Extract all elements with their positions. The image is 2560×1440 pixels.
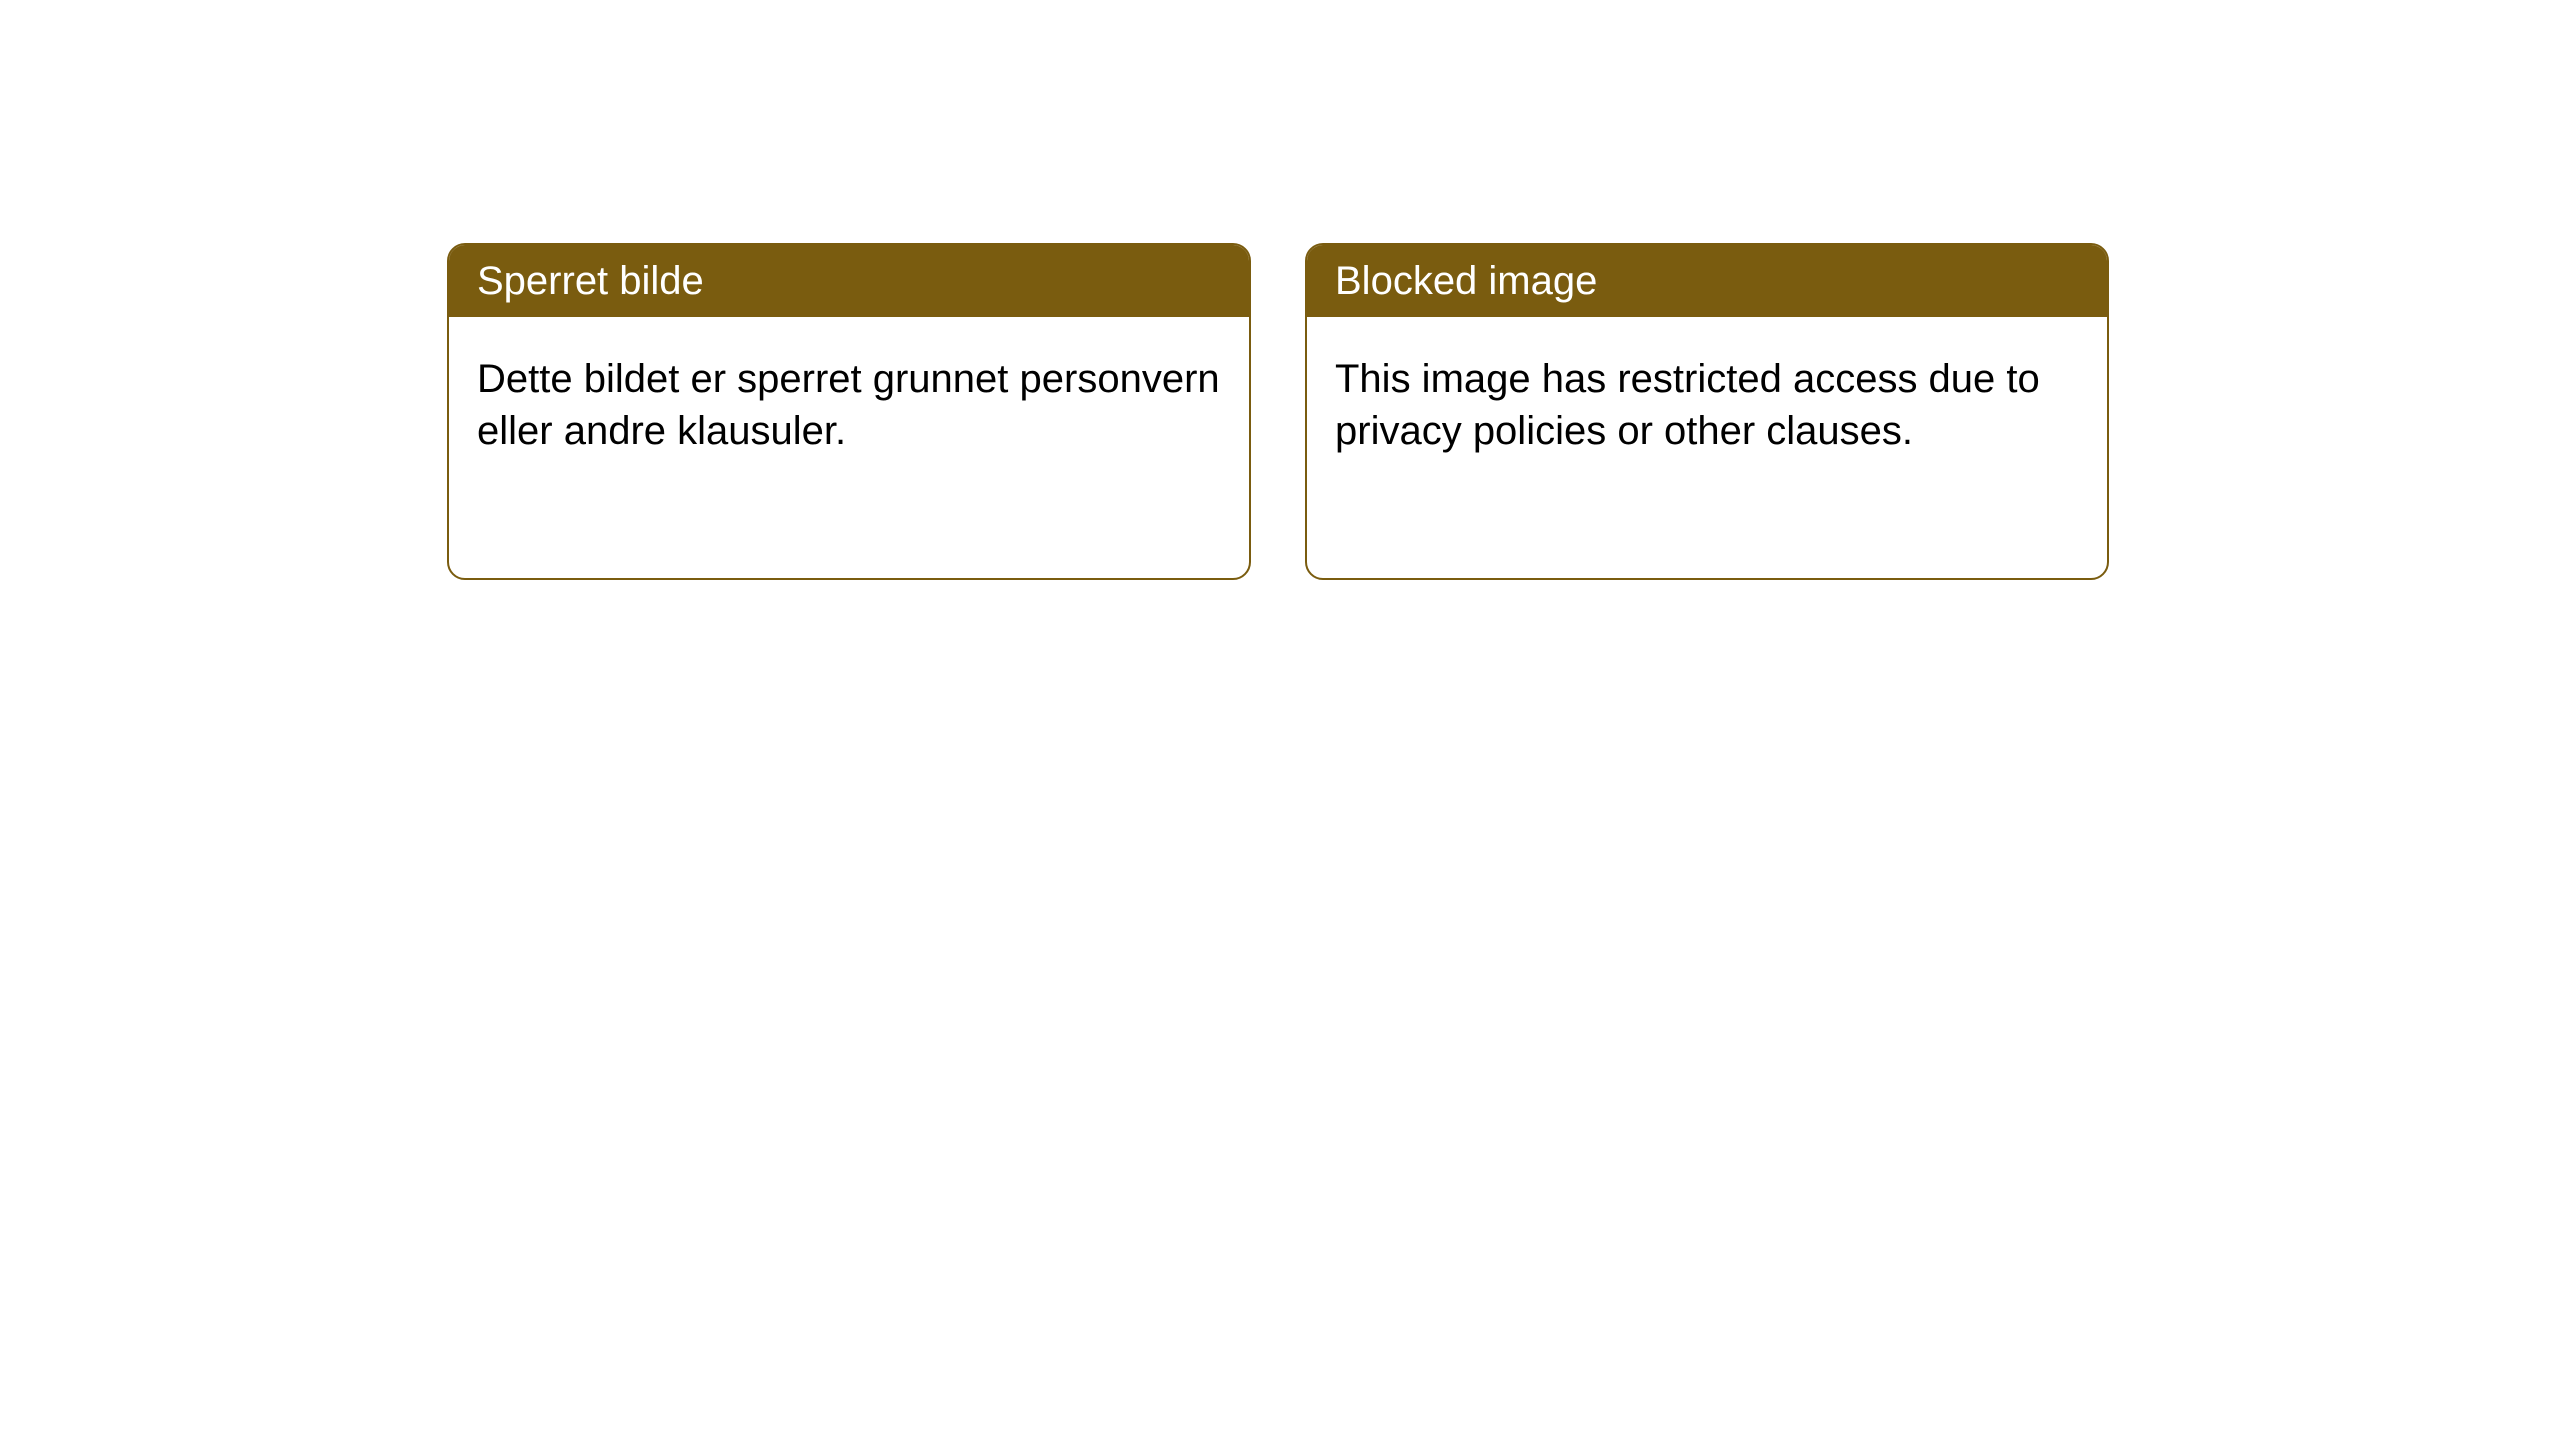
card-body-norwegian: Dette bildet er sperret grunnet personve… — [449, 317, 1249, 493]
card-title-norwegian: Sperret bilde — [449, 245, 1249, 317]
notice-cards-container: Sperret bilde Dette bildet er sperret gr… — [447, 243, 2109, 580]
notice-card-english: Blocked image This image has restricted … — [1305, 243, 2109, 580]
card-body-english: This image has restricted access due to … — [1307, 317, 2107, 493]
notice-card-norwegian: Sperret bilde Dette bildet er sperret gr… — [447, 243, 1251, 580]
card-title-english: Blocked image — [1307, 245, 2107, 317]
